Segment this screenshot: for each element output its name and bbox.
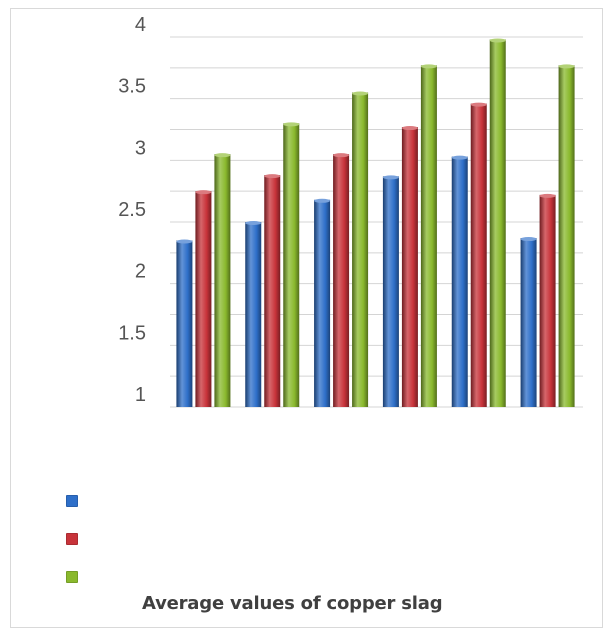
- legend-item-series-1: [66, 482, 78, 520]
- y-tick-label: 3.5: [118, 76, 146, 98]
- bar-series-2-cat-3: [333, 154, 350, 407]
- bar-series-1-cat-2: [245, 222, 262, 407]
- legend-swatch-green: [66, 571, 78, 583]
- bar-cap: [520, 237, 537, 242]
- legend-item-series-2: [66, 520, 78, 558]
- bar-cap: [314, 198, 331, 203]
- bar-cap: [245, 221, 262, 225]
- bar-cap: [558, 64, 575, 69]
- bar-series-3-cat-6: [558, 65, 575, 407]
- bar-series-2-cat-5: [470, 103, 487, 407]
- bar-cap: [283, 122, 300, 127]
- bar-cap: [420, 64, 437, 69]
- y-tick-label: 1.5: [118, 322, 146, 344]
- bar-cap: [176, 239, 193, 244]
- bar-cap: [470, 102, 487, 107]
- bar-cap: [264, 174, 281, 179]
- y-tick-label: 1: [135, 384, 146, 406]
- bar-series-3-cat-4: [420, 65, 437, 407]
- y-tick-label: 3: [135, 137, 146, 159]
- bar-cap: [382, 175, 399, 180]
- chart-caption: Average values of copper slag: [142, 593, 443, 614]
- bar-cap: [195, 190, 212, 195]
- bar-cap: [539, 193, 556, 198]
- y-tick-label: 2: [135, 261, 146, 283]
- bar-series-2-cat-6: [539, 194, 556, 407]
- y-axis-labels: 1 1.5 2 2.5 3 3.5 4: [118, 14, 146, 406]
- legend-swatch-blue: [66, 495, 78, 507]
- bar-series-1-cat-3: [314, 199, 331, 407]
- bar-series-1-cat-1: [176, 240, 193, 407]
- y-tick-label: 4: [135, 14, 146, 36]
- bar-cap: [352, 91, 369, 96]
- bar-series-3-cat-3: [352, 92, 369, 407]
- bars: [176, 38, 575, 408]
- bar-series-1-cat-5: [451, 156, 468, 407]
- bar-series-1-cat-4: [382, 176, 399, 407]
- bar-cap: [451, 155, 468, 160]
- bar-cap: [489, 38, 506, 43]
- bar-cap: [333, 153, 350, 158]
- bar-series-2-cat-2: [264, 175, 281, 407]
- bar-series-2-cat-4: [401, 127, 418, 408]
- bar-series-3-cat-1: [214, 154, 231, 407]
- bar-series-1-cat-6: [520, 238, 537, 407]
- legend: [66, 482, 78, 596]
- bar-series-3-cat-5: [489, 39, 506, 407]
- gridlines: [170, 36, 583, 408]
- bar-cap: [401, 126, 418, 131]
- bar-cap: [214, 153, 231, 158]
- bar-series-3-cat-2: [283, 123, 300, 407]
- legend-item-series-3: [66, 558, 78, 596]
- bar-series-2-cat-1: [195, 191, 212, 407]
- y-tick-label: 2.5: [118, 199, 146, 221]
- legend-swatch-red: [66, 533, 78, 545]
